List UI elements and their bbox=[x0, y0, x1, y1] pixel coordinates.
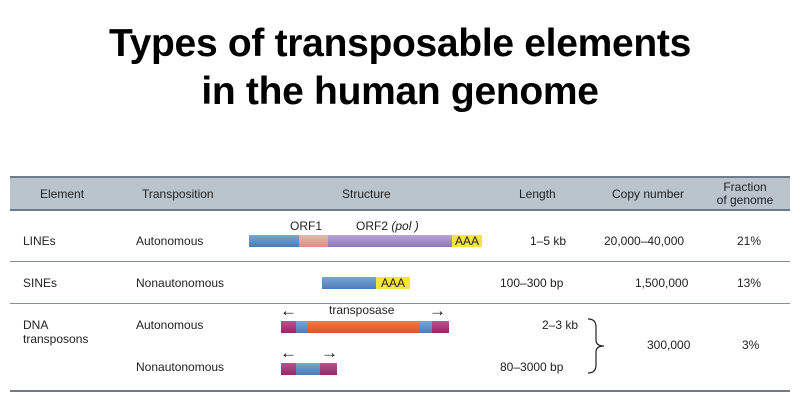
dna-left-utr-segment bbox=[296, 321, 308, 333]
table-bottom-border bbox=[10, 390, 790, 392]
line-5utr-segment bbox=[249, 235, 299, 247]
line-polya-tail: AAA bbox=[452, 235, 482, 247]
transposition-sines: Nonautonomous bbox=[136, 276, 225, 290]
copy-number-lines: 20,000–40,000 bbox=[604, 234, 685, 248]
transposition-dna-nonautonomous: Nonautonomous bbox=[136, 360, 225, 374]
dna-transposase-segment bbox=[308, 321, 420, 333]
element-dna-line2: transposons bbox=[23, 332, 89, 346]
dna-right-utr-segment bbox=[420, 321, 432, 333]
row-separator-1 bbox=[10, 261, 790, 262]
length-lines: 1–5 kb bbox=[530, 234, 567, 248]
header-length: Length bbox=[519, 187, 556, 201]
line-orf2-segment bbox=[328, 235, 452, 247]
element-lines: LINEs bbox=[23, 234, 56, 248]
line-orf1-segment bbox=[299, 235, 328, 247]
orf1-label: ORF1 bbox=[290, 219, 323, 233]
header-fraction: Fraction of genome bbox=[710, 181, 780, 207]
curly-brace-icon bbox=[587, 318, 605, 374]
length-dna-autonomous: 2–3 kb bbox=[542, 318, 579, 332]
header-fraction-line1: Fraction bbox=[723, 180, 767, 194]
length-sines: 100–300 bp bbox=[500, 276, 564, 290]
orf2-text: ORF2 bbox=[356, 219, 389, 233]
fraction-sines: 13% bbox=[737, 276, 762, 290]
left-arrow-icon: ← bbox=[280, 343, 297, 362]
transposable-elements-table: Element Transposition Structure Length C… bbox=[10, 176, 790, 398]
row-separator-2 bbox=[10, 303, 790, 304]
dna-left-repeat-segment bbox=[281, 321, 296, 333]
right-arrow-icon: → bbox=[429, 301, 446, 320]
header-copy-number: Copy number bbox=[612, 187, 685, 201]
fraction-dna: 3% bbox=[742, 338, 760, 352]
sine-polya-tail: AAA bbox=[376, 277, 410, 289]
header-transposition: Transposition bbox=[142, 187, 214, 201]
mite-body-segment bbox=[296, 363, 320, 375]
page-title-line1: Types of transposable elements bbox=[109, 22, 691, 65]
transposase-label: transposase bbox=[329, 303, 395, 317]
transposition-dna-autonomous: Autonomous bbox=[136, 318, 204, 332]
element-dna-transposons: DNA transposons bbox=[23, 318, 88, 346]
copy-number-dna: 300,000 bbox=[647, 338, 691, 352]
orf2-pol-text: (pol ) bbox=[391, 219, 419, 233]
header-structure: Structure bbox=[342, 187, 391, 201]
transposition-lines: Autonomous bbox=[136, 234, 204, 248]
mite-right-repeat-segment bbox=[320, 363, 337, 375]
sine-body-segment bbox=[322, 277, 376, 289]
page-title-line2: in the human genome bbox=[201, 70, 599, 113]
element-dna-line1: DNA bbox=[23, 318, 49, 332]
length-dna-nonautonomous: 80–3000 bp bbox=[500, 360, 564, 374]
header-element: Element bbox=[40, 187, 85, 201]
orf2-label: ORF2 (pol ) bbox=[356, 219, 419, 233]
fraction-lines: 21% bbox=[737, 234, 762, 248]
table-header: Element Transposition Structure Length C… bbox=[10, 176, 790, 211]
element-sines: SINEs bbox=[23, 276, 58, 290]
left-arrow-icon: ← bbox=[280, 301, 297, 320]
header-fraction-line2: of genome bbox=[716, 193, 774, 207]
dna-right-repeat-segment bbox=[432, 321, 449, 333]
mite-left-repeat-segment bbox=[281, 363, 296, 375]
right-arrow-icon: → bbox=[321, 343, 338, 362]
copy-number-sines: 1,500,000 bbox=[635, 276, 689, 290]
